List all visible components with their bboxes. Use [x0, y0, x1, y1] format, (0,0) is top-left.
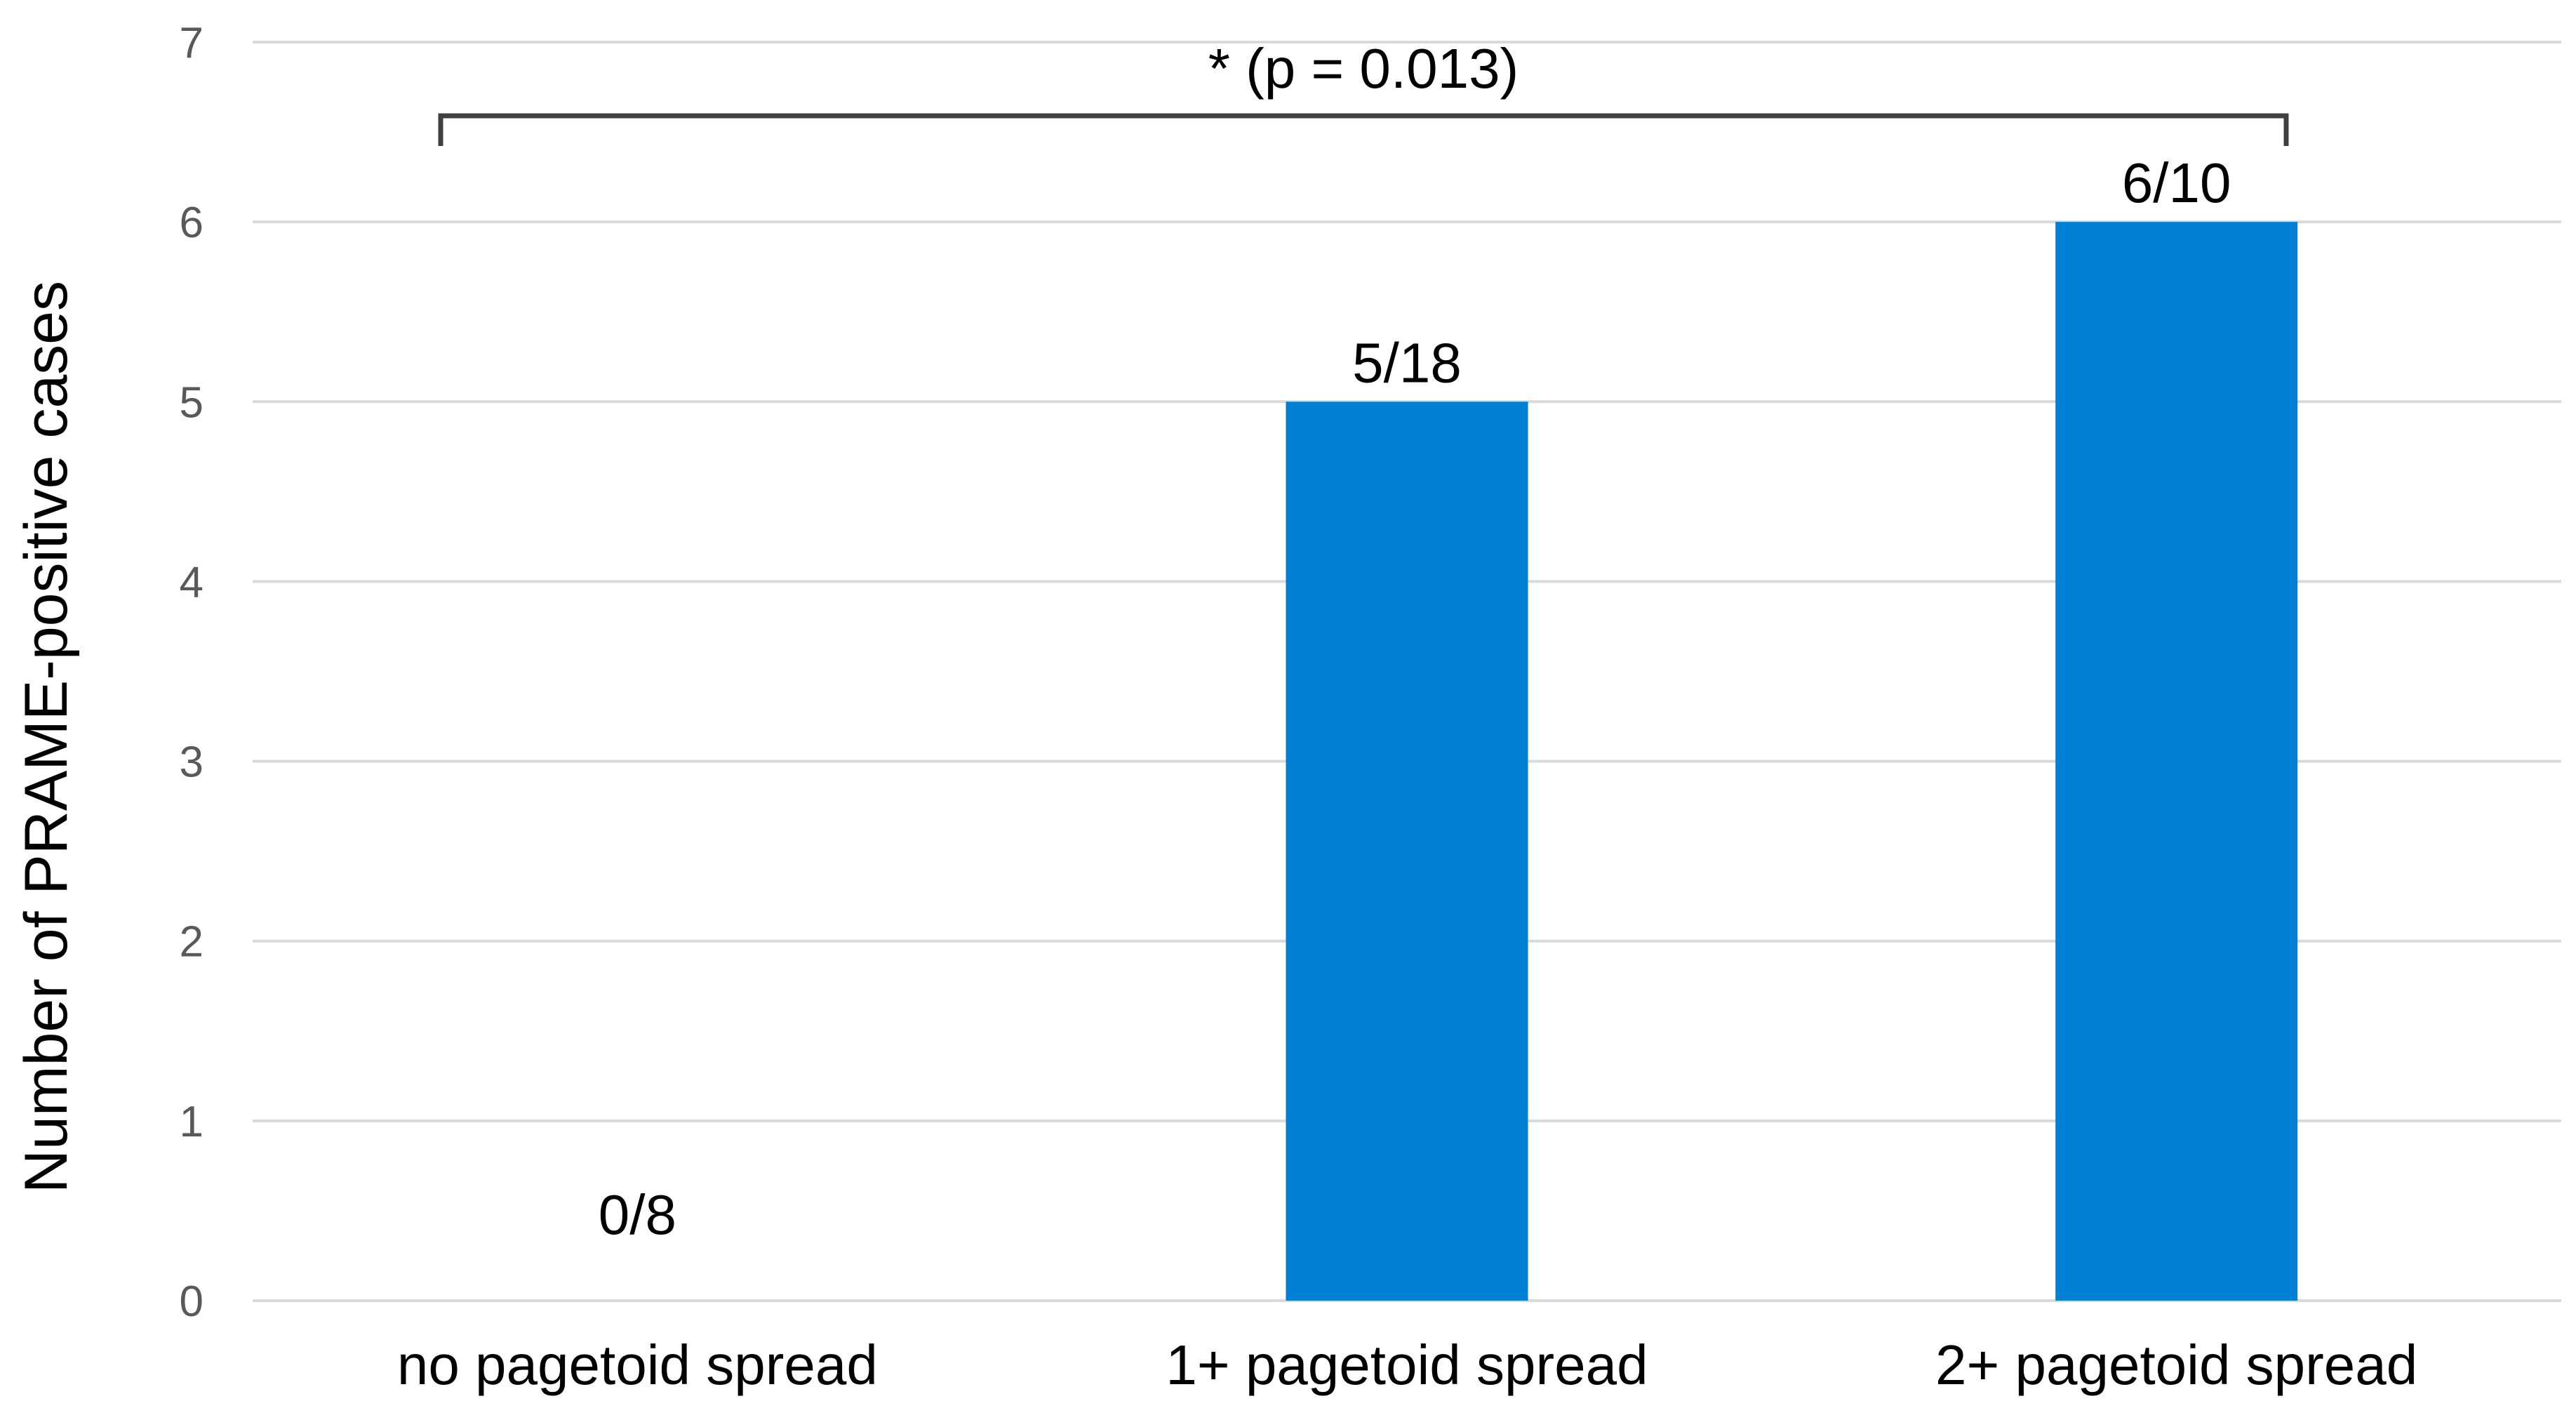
- y-tick-label: 4: [180, 558, 203, 606]
- data-label-2: 5/18: [1352, 331, 1462, 394]
- y-tick-label: 3: [180, 738, 203, 787]
- y-tick-label: 1: [180, 1098, 203, 1146]
- data-labels: 0/8 5/18 6/10: [599, 152, 2231, 1246]
- significance-bracket: [438, 113, 2289, 146]
- x-category-label-1: no pagetoid spread: [397, 1334, 878, 1396]
- bar-2: [1286, 401, 1528, 1301]
- data-label-3: 6/10: [2122, 152, 2231, 214]
- y-tick-label: 2: [180, 918, 203, 967]
- significance-annotation: * (p = 0.013): [438, 37, 2289, 146]
- y-axis-ticks: 0 1 2 3 4 5 6 7: [180, 19, 203, 1326]
- y-axis-title: Number of PRAME-positive cases: [13, 281, 80, 1193]
- y-tick-label: 6: [180, 199, 203, 247]
- x-category-label-3: 2+ pagetoid spread: [1935, 1334, 2417, 1396]
- bar-3: [2055, 222, 2298, 1301]
- y-tick-label: 0: [180, 1277, 203, 1326]
- x-axis-categories: no pagetoid spread 1+ pagetoid spread 2+ p…: [397, 1334, 2417, 1396]
- bars: [1286, 222, 2298, 1301]
- significance-label: * (p = 0.013): [1208, 37, 1519, 100]
- y-tick-label: 5: [180, 378, 203, 427]
- data-label-1: 0/8: [599, 1183, 676, 1246]
- y-tick-label: 7: [180, 19, 203, 67]
- x-category-label-2: 1+ pagetoid spread: [1166, 1334, 1648, 1396]
